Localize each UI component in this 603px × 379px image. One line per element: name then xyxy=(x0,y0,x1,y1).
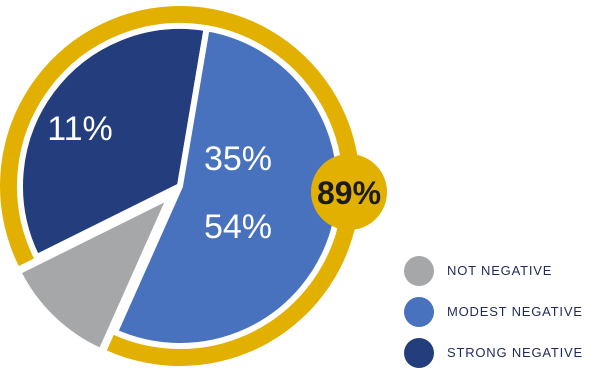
pie-slice-modest-negative xyxy=(111,25,343,349)
legend-item-modest-negative: MODEST NEGATIVE xyxy=(404,296,583,327)
total-badge-label: 89% xyxy=(317,175,381,211)
slice-value-label: 54% xyxy=(204,208,272,246)
legend-label: NOT NEGATIVE xyxy=(447,263,553,278)
slice-value-label: 35% xyxy=(204,140,272,178)
total-badge xyxy=(311,154,387,230)
slice-value-label: 11% xyxy=(47,110,113,148)
legend-label: STRONG NEGATIVE xyxy=(447,345,583,360)
legend-swatch xyxy=(404,337,434,368)
pie-slice-not-negative xyxy=(15,193,174,355)
legend: NOT NEGATIVE MODEST NEGATIVE STRONG NEGA… xyxy=(404,255,583,378)
legend-label: MODEST NEGATIVE xyxy=(447,304,583,319)
legend-item-strong-negative: STRONG NEGATIVE xyxy=(404,337,583,368)
legend-swatch xyxy=(404,255,434,286)
pie-slice-strong-negative xyxy=(17,23,210,261)
legend-item-not-negative: NOT NEGATIVE xyxy=(404,255,583,286)
legend-swatch xyxy=(404,296,434,327)
